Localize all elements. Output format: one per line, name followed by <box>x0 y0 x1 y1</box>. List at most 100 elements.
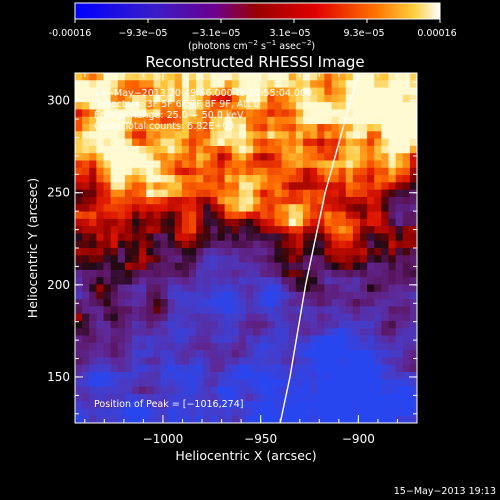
heatmap-cell <box>124 291 133 300</box>
heatmap-cell <box>267 182 276 191</box>
heatmap-cell <box>295 138 304 147</box>
heatmap-cell <box>238 371 247 380</box>
heatmap-cell <box>303 182 311 191</box>
heatmap-cell <box>352 218 361 227</box>
heatmap-cell <box>181 379 190 388</box>
heatmap-cell <box>124 94 133 103</box>
heatmap-cell <box>374 153 382 162</box>
heatmap-cell <box>260 328 268 337</box>
heatmap-cell <box>281 342 290 351</box>
heatmap-cell <box>189 313 197 322</box>
heatmap-cell <box>253 408 261 417</box>
heatmap-cell <box>288 371 297 380</box>
heatmap-cell <box>331 109 340 118</box>
heatmap-cell <box>189 138 197 147</box>
heatmap-cell <box>374 204 382 213</box>
heatmap-cell <box>360 284 368 293</box>
heatmap-cell <box>146 379 154 388</box>
heatmap-cell <box>124 306 133 315</box>
heatmap-cell <box>103 401 112 410</box>
heatmap-cell <box>210 393 219 402</box>
heatmap-cell <box>224 145 233 154</box>
heatmap-cell <box>402 320 411 329</box>
heatmap-cell <box>260 138 268 147</box>
heatmap-cell <box>324 255 333 264</box>
heatmap-cell <box>82 335 90 344</box>
heatmap-cell <box>388 211 397 220</box>
heatmap-cell <box>260 350 268 358</box>
heatmap-cell <box>231 124 240 132</box>
heatmap-cell <box>238 196 247 205</box>
footer-timestamp: 15−May−2013 19:13 <box>394 486 496 497</box>
heatmap-cell <box>210 371 219 380</box>
heatmap-cell <box>174 386 183 395</box>
heatmap-cell <box>238 401 247 410</box>
heatmap-cell <box>217 109 226 118</box>
heatmap-cell <box>402 269 411 278</box>
heatmap-cell <box>224 408 233 417</box>
heatmap-cell <box>331 291 340 300</box>
heatmap-cell <box>402 299 411 307</box>
heatmap-cell <box>388 342 397 351</box>
heatmap-cell <box>281 248 290 256</box>
heatmap-cell <box>174 189 183 198</box>
heatmap-cell <box>317 393 325 402</box>
heatmap-cell <box>124 218 133 227</box>
heatmap-cell <box>295 350 304 358</box>
heatmap-cell <box>82 255 90 264</box>
heatmap-cell <box>381 313 390 322</box>
heatmap-cell <box>345 167 354 176</box>
heatmap-cell <box>281 109 290 118</box>
heatmap-cell <box>132 204 140 213</box>
heatmap-cell <box>238 386 247 395</box>
heatmap-cell <box>253 415 261 423</box>
heatmap-cell <box>238 277 247 286</box>
heatmap-cell <box>196 240 204 249</box>
annotation-time-range: 14−May−2013 20:49:56.000 to 20:55:04.000 <box>94 88 312 99</box>
heatmap-cell <box>260 277 268 286</box>
heatmap-cell <box>189 357 197 366</box>
heatmap-cell <box>281 335 290 344</box>
heatmap-cell <box>331 175 340 183</box>
heatmap-cell <box>246 371 254 380</box>
heatmap-cell <box>345 415 354 423</box>
heatmap-cell <box>246 386 254 395</box>
heatmap-cell <box>139 145 147 154</box>
heatmap-cell <box>352 408 361 417</box>
heatmap-cell <box>117 262 126 271</box>
heatmap-cell <box>110 357 119 366</box>
heatmap-cell <box>189 116 197 125</box>
heatmap-cell <box>174 415 183 423</box>
heatmap-cell <box>181 313 190 322</box>
heatmap-cell <box>224 80 233 89</box>
heatmap-cell <box>317 233 325 242</box>
heatmap-cell <box>117 211 126 220</box>
heatmap-cell <box>310 386 318 395</box>
heatmap-cell <box>360 320 368 329</box>
heatmap-cell <box>345 189 354 198</box>
heatmap-cell <box>196 342 204 351</box>
heatmap-cell <box>388 160 397 169</box>
heatmap-cell <box>367 175 375 183</box>
heatmap-cell <box>352 401 361 410</box>
heatmap-cell <box>267 277 276 286</box>
heatmap-cell <box>89 226 97 235</box>
heatmap-cell <box>196 80 204 89</box>
heatmap-cell <box>246 248 254 256</box>
heatmap-cell <box>238 189 247 198</box>
heatmap-cell <box>402 175 411 183</box>
heatmap-cell <box>310 408 318 417</box>
heatmap-cell <box>374 196 382 205</box>
heatmap-cell <box>281 269 290 278</box>
heatmap-cell <box>203 94 211 103</box>
heatmap-cell <box>388 262 397 271</box>
heatmap-cell <box>124 299 133 307</box>
heatmap-cell <box>203 408 211 417</box>
heatmap-cell <box>196 386 204 395</box>
heatmap-cell <box>89 240 97 249</box>
heatmap-cell <box>402 116 411 125</box>
heatmap-cell <box>345 211 354 220</box>
heatmap-cell <box>82 145 90 154</box>
heatmap-cell <box>89 175 97 183</box>
heatmap-cell <box>388 80 397 89</box>
